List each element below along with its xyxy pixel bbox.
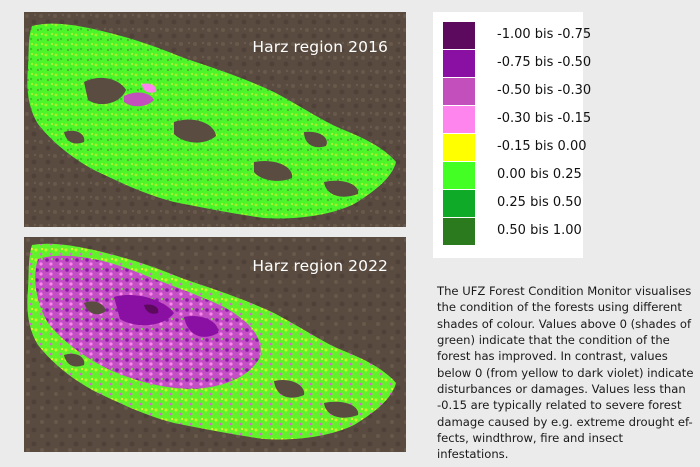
legend-item: -0.30 bis -0.15	[443, 106, 591, 133]
legend-item: 0.50 bis 1.00	[443, 218, 583, 245]
legend-label: 0.25 bis 0.50	[497, 195, 582, 210]
legend-swatch	[443, 162, 475, 189]
legend-label: -0.75 bis -0.50	[497, 55, 592, 70]
map-legend: -1.00 bis -0.75 -0.75 bis -0.50 -0.50 bi…	[433, 12, 591, 258]
legend-item: -0.15 bis 0.00	[443, 134, 587, 161]
map-title-2022: Harz region 2022	[252, 257, 388, 275]
map-title-2016: Harz region 2016	[252, 38, 388, 56]
map-2022-raster	[24, 237, 406, 452]
legend-item: -0.75 bis -0.50	[443, 50, 591, 77]
legend-label: 0.50 bis 1.00	[497, 223, 582, 238]
legend-item: -1.00 bis -0.75	[443, 22, 591, 49]
legend-item: 0.25 bis 0.50	[443, 190, 583, 217]
map-harz-2016: Harz region 2016	[24, 12, 406, 227]
forest-area-2016	[27, 23, 396, 219]
legend-swatch	[443, 218, 475, 245]
legend-label: -0.50 bis -0.30	[497, 83, 592, 98]
legend-swatch	[443, 22, 475, 49]
legend-swatch	[443, 78, 475, 105]
legend-swatch	[443, 106, 475, 133]
map-2016-raster	[24, 12, 406, 227]
legend-swatch	[443, 134, 475, 161]
legend-item: 0.00 bis 0.25	[443, 162, 583, 189]
legend-label: 0.00 bis 0.25	[497, 167, 582, 182]
legend-label: -0.15 bis 0.00	[497, 139, 587, 154]
legend-item: -0.50 bis -0.30	[443, 78, 591, 105]
legend-label: -0.30 bis -0.15	[497, 111, 592, 126]
map-harz-2022: Harz region 2022	[24, 237, 406, 452]
legend-swatch	[443, 50, 475, 77]
legend-swatch	[443, 190, 475, 217]
legend-label: -1.00 bis -0.75	[497, 27, 592, 42]
map-caption: The UFZ Forest Condition Monitor visuali…	[437, 284, 694, 462]
